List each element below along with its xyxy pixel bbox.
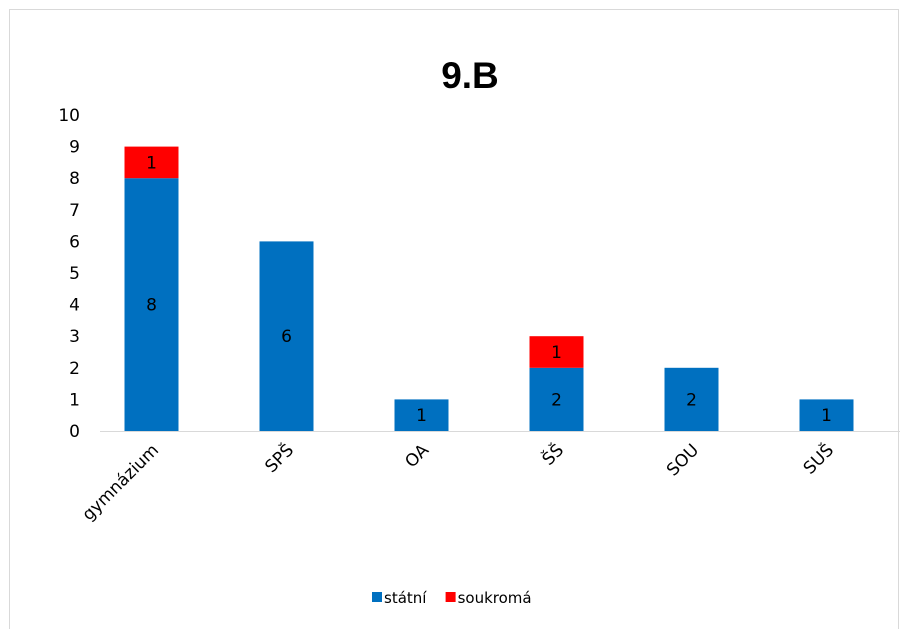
data-label: 2 — [551, 390, 562, 410]
legend-label: státní — [384, 589, 427, 607]
bar-soukromá-gymnázium — [124, 146, 179, 179]
y-tick-label: 6 — [69, 232, 80, 252]
legend-swatch-soukromá — [445, 592, 456, 602]
x-tick-label: SPŠ — [260, 439, 298, 477]
y-tick-label: 9 — [69, 138, 80, 158]
bar-státní-SPŠ — [259, 241, 314, 431]
legend-swatch-státní — [372, 592, 382, 602]
legend-label: soukromá — [458, 589, 532, 607]
x-tick-label: ŠŠ — [537, 439, 568, 470]
y-tick-label: 8 — [69, 169, 80, 189]
bars: 8 1 6 1 2 1 2 1 — [124, 146, 854, 431]
data-label: 6 — [281, 327, 292, 347]
data-label: 2 — [686, 390, 697, 410]
y-tick-label: 5 — [69, 264, 80, 284]
bar-státní-gymnázium — [124, 178, 179, 431]
y-tick-label: 7 — [69, 201, 80, 221]
y-tick-label: 2 — [69, 359, 80, 379]
data-label: 1 — [416, 406, 427, 426]
data-label: 1 — [821, 406, 832, 426]
y-tick-label: 0 — [69, 422, 80, 442]
y-tick-label: 10 — [58, 106, 80, 126]
chart-title: 9.B — [441, 55, 499, 96]
y-tick-label: 4 — [69, 296, 80, 316]
bar-státní-SUŠ — [799, 399, 854, 431]
bar-soukromá-ŠŠ — [529, 336, 584, 368]
y-axis: 0 1 2 3 4 5 6 7 8 9 10 — [58, 106, 80, 442]
x-tick-label: SUŠ — [798, 439, 838, 479]
x-tick-label: OA — [401, 440, 433, 472]
x-tick-label: gymnázium — [78, 440, 163, 525]
data-label: 8 — [146, 296, 157, 316]
data-label: 1 — [146, 153, 157, 173]
x-axis: gymnázium SPŠ OA ŠŠ SOU SUŠ — [78, 431, 900, 525]
x-tick-label: SOU — [663, 440, 703, 480]
bar-státní-SOU — [664, 367, 719, 431]
y-tick-label: 3 — [69, 327, 80, 347]
legend: státní soukromá — [372, 589, 532, 607]
bar-státní-OA — [394, 399, 449, 431]
data-label: 1 — [551, 343, 562, 363]
y-tick-label: 1 — [69, 390, 80, 410]
bar-státní-ŠŠ — [529, 367, 584, 431]
